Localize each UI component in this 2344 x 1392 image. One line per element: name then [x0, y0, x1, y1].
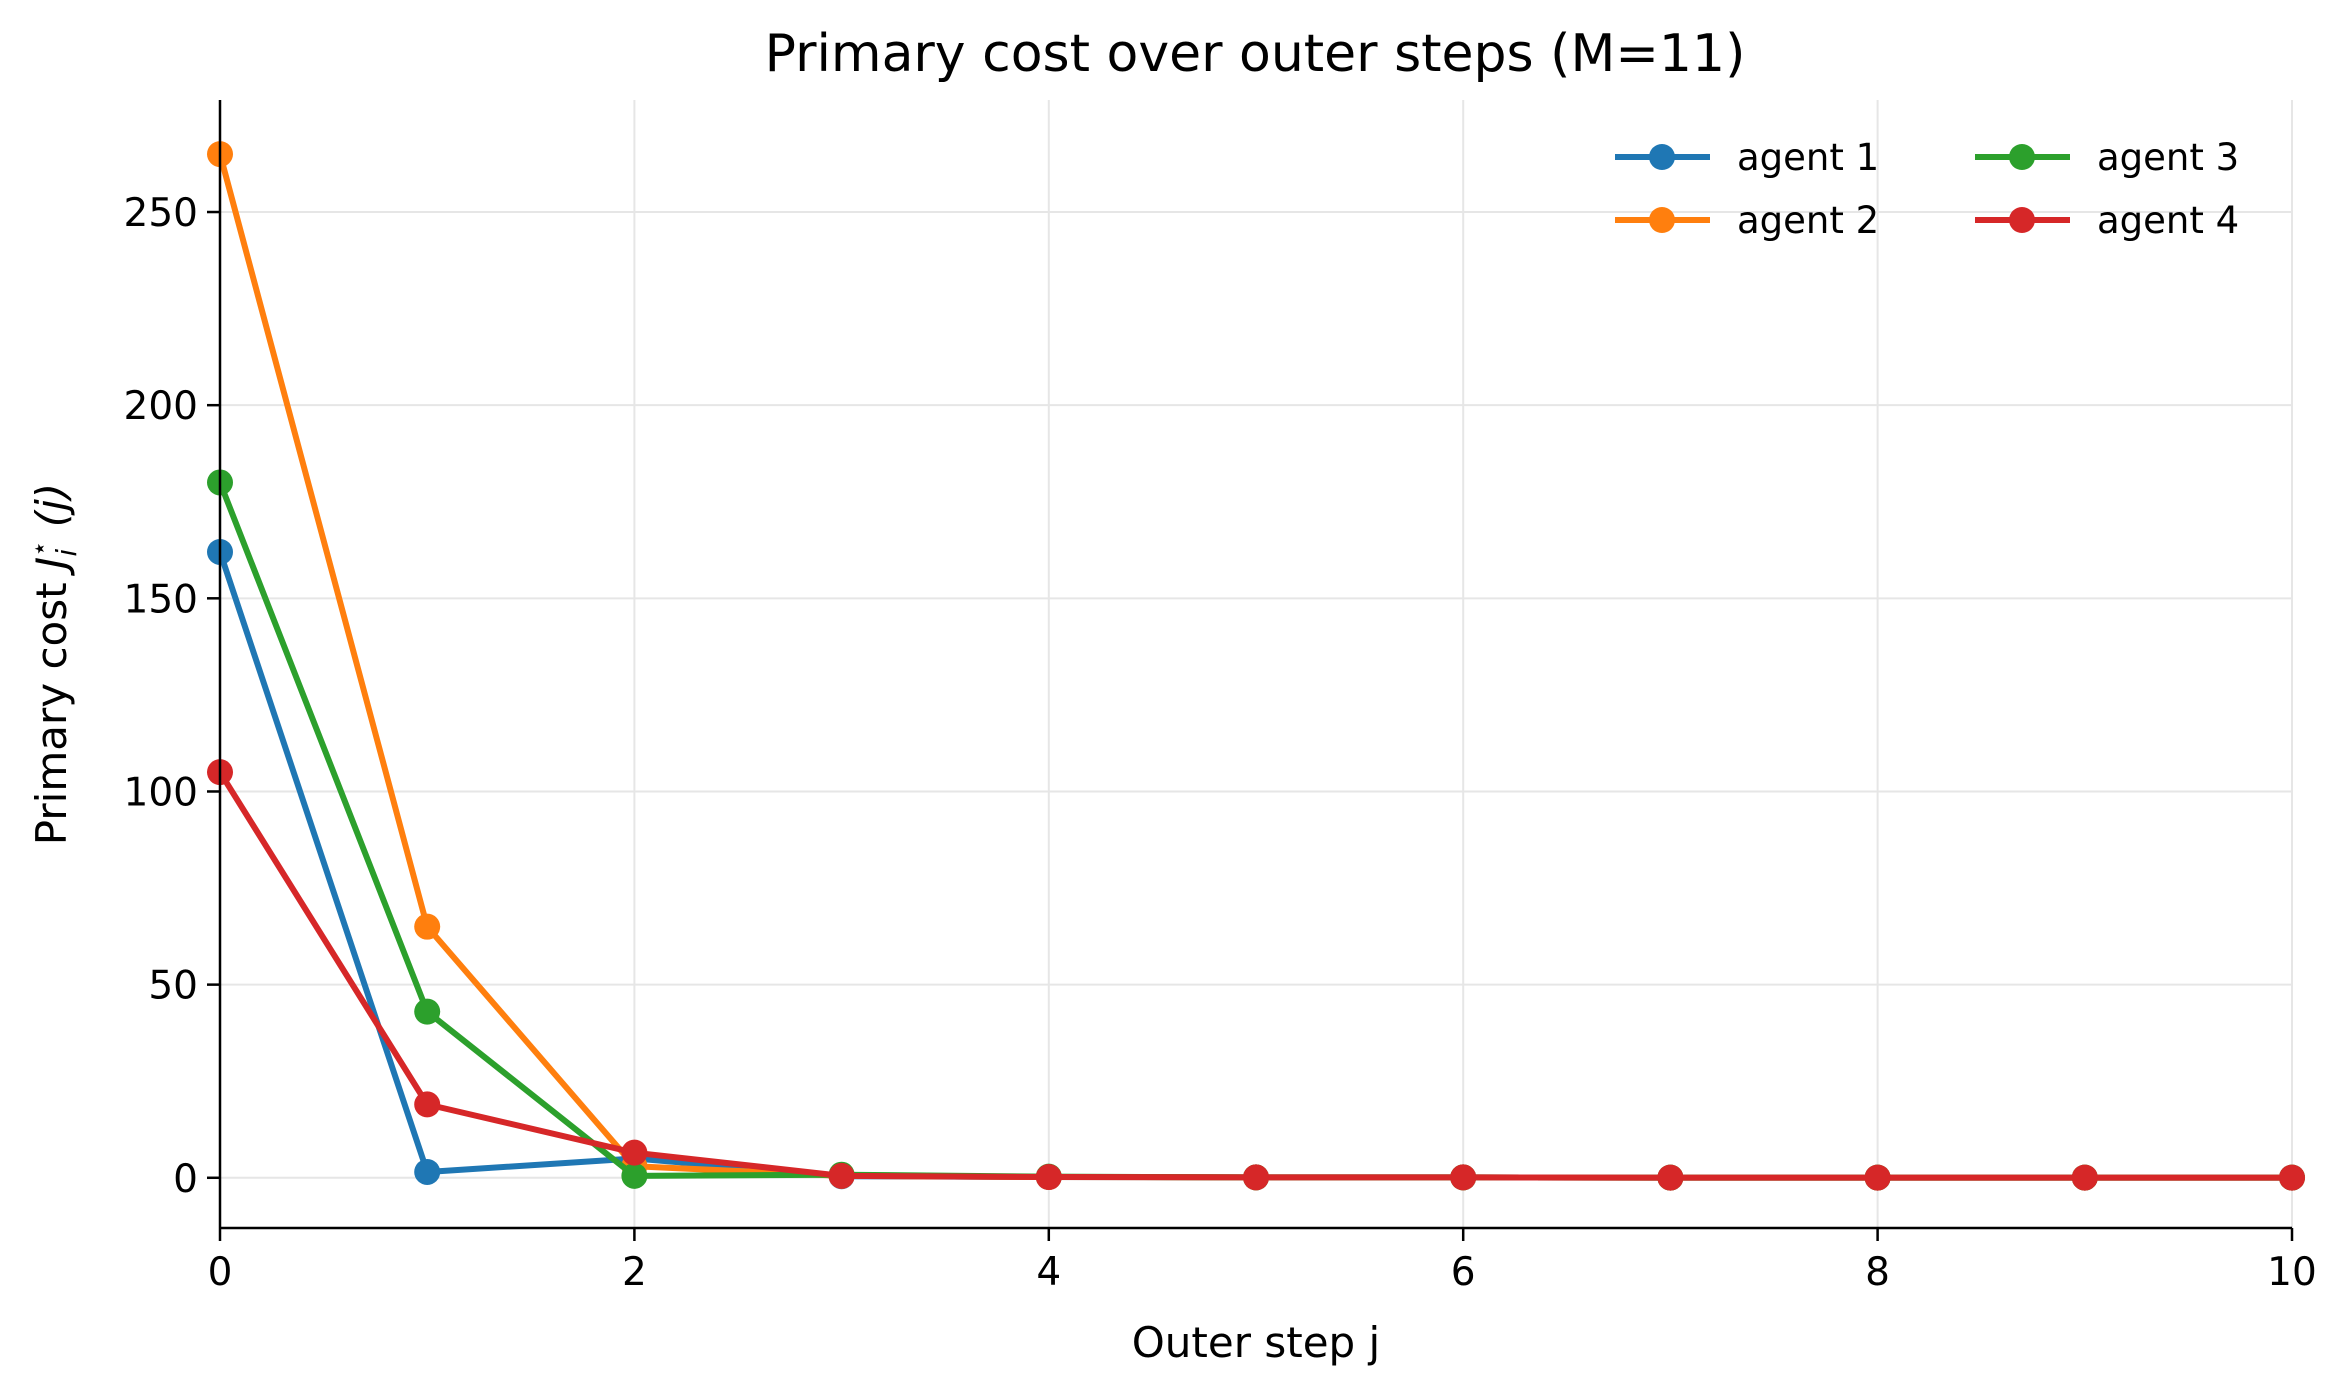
y-axis-label-prefix: Primary cost — [27, 569, 76, 845]
axes — [218, 100, 2292, 1230]
x-axis-label: Outer step j — [1132, 1318, 1380, 1367]
data-point — [621, 1139, 648, 1166]
x-tick-label: 0 — [208, 1250, 233, 1295]
series-4 — [207, 759, 2305, 1191]
data-point — [1243, 1164, 1269, 1191]
legend-label: agent 4 — [2097, 199, 2239, 242]
data-point — [621, 1162, 648, 1189]
data-point — [414, 913, 441, 940]
data-point — [1450, 1164, 1477, 1191]
x-tick-label: 8 — [1865, 1250, 1890, 1295]
data-point — [1864, 1164, 1891, 1191]
grid — [219, 100, 2293, 1228]
y-tick-label: 0 — [173, 1157, 198, 1202]
series-2 — [207, 141, 2305, 1191]
data-point — [414, 1091, 441, 1118]
data-point — [1035, 1164, 1062, 1191]
legend-swatch-marker — [1649, 207, 1675, 233]
series-line — [217, 151, 2295, 1181]
legend-label: agent 2 — [1737, 199, 1879, 242]
x-ticks: 0 2 4 6 8 10 — [208, 1228, 2317, 1295]
x-tick-label: 2 — [622, 1250, 647, 1295]
y-axis-label-suffix: (j) — [27, 483, 76, 541]
y-tick-label: 50 — [148, 964, 198, 1009]
x-tick-label: 6 — [1451, 1250, 1476, 1295]
x-tick-label: 10 — [2267, 1250, 2317, 1295]
data-point — [2071, 1164, 2098, 1191]
legend-swatch-marker — [2009, 144, 2035, 170]
data-point — [828, 1162, 855, 1189]
legend-label: agent 1 — [1737, 136, 1879, 179]
data-point — [2279, 1164, 2305, 1191]
legend-swatch-marker — [1649, 144, 1675, 170]
data-point — [414, 998, 441, 1025]
legend-item: agent 4 — [1975, 199, 2239, 242]
y-axis-label-sup: ⋆ — [25, 541, 55, 557]
data-point — [414, 1158, 441, 1185]
legend-item: agent 1 — [1615, 136, 1879, 179]
y-tick-label: 200 — [124, 384, 198, 429]
y-tick-label: 150 — [124, 577, 198, 622]
y-axis-label-sub: i — [50, 549, 83, 557]
series-line — [217, 548, 2295, 1181]
chart-title: Primary cost over outer steps (M=11) — [765, 24, 1746, 84]
y-tick-label: 100 — [124, 770, 198, 815]
series-line — [217, 769, 2295, 1181]
series-line — [217, 479, 2295, 1181]
legend: agent 1 agent 2 agent 3 agent 4 — [1615, 136, 2239, 242]
y-axis-label: Primary cost Ji⋆ (j) — [25, 483, 83, 845]
legend-item: agent 3 — [1975, 136, 2239, 179]
series-1 — [207, 538, 2305, 1191]
legend-label: agent 3 — [2097, 136, 2239, 179]
x-tick-label: 4 — [1036, 1250, 1061, 1295]
legend-swatch-marker — [2009, 207, 2035, 233]
series-3 — [207, 469, 2305, 1191]
series-layer — [207, 141, 2305, 1191]
data-point — [1657, 1164, 1684, 1191]
legend-item: agent 2 — [1615, 199, 1879, 242]
y-ticks: 0 50 100 150 200 250 — [124, 191, 220, 1202]
y-tick-label: 250 — [124, 191, 198, 236]
